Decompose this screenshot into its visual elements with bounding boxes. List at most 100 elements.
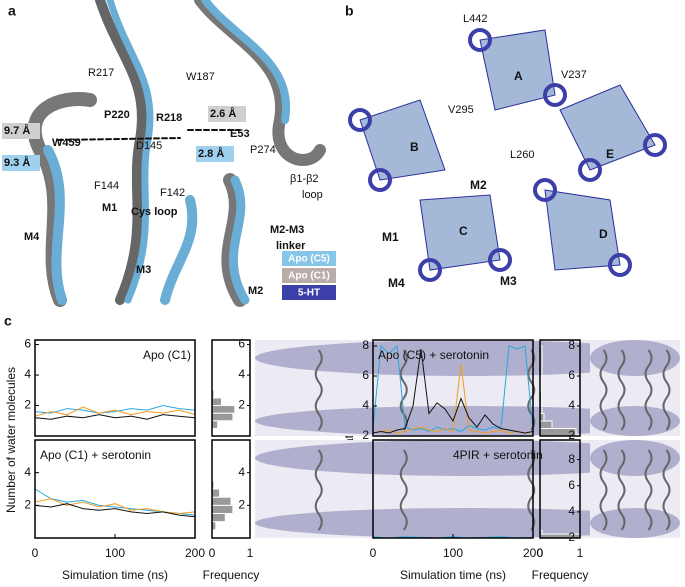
panel-label: a <box>8 3 16 19</box>
y-tick-label: 4 <box>568 398 575 412</box>
structure-b <box>348 28 667 282</box>
snapshot-density <box>255 508 680 538</box>
hist-bar <box>211 513 226 523</box>
residue-label: 9.7 Å <box>4 124 30 137</box>
plot-title: Apo (C5) + serotonin <box>378 348 489 362</box>
hist-frame <box>211 339 251 437</box>
residue-label: V295 <box>448 104 474 116</box>
residue-label: M4 <box>388 276 405 290</box>
hist-bar <box>211 496 232 506</box>
legend-box <box>282 285 336 300</box>
y-tick-label: 2 <box>362 428 369 442</box>
residue-label: A <box>514 69 523 83</box>
snapshot-helix <box>644 349 653 431</box>
snapshot-helix <box>599 349 608 431</box>
hist-bar <box>211 420 219 429</box>
snapshot-density <box>255 440 680 476</box>
residue-label: M1 <box>102 202 117 214</box>
snapshot-density <box>590 406 680 436</box>
y-tick-label: 6 <box>568 478 575 492</box>
legend-label: Apo (C1) <box>288 271 330 282</box>
structure-a <box>27 0 326 307</box>
y-tick-label: 4 <box>568 504 575 518</box>
residue-label: 9.3 Å <box>4 156 30 169</box>
y-tick-label: 4 <box>238 465 245 479</box>
x-axis-label: Simulation time (ns) <box>62 568 168 582</box>
residue-label: D <box>599 227 608 241</box>
hist-frame <box>539 339 581 437</box>
hist-frame <box>211 439 251 539</box>
series-line <box>372 348 534 434</box>
x-axis-label: Simulation time (ns) <box>400 568 506 582</box>
x-tick-label: 0 <box>537 546 544 560</box>
y-tick-label: 2 <box>24 398 31 412</box>
x-tick-label: 0 <box>209 546 216 560</box>
residue-label: L442 <box>463 13 487 25</box>
residue-label: M2-M3 <box>270 224 304 236</box>
residue-label: R217 <box>88 67 114 79</box>
x-tick-label: 1 <box>577 546 584 560</box>
snapshot-helix <box>399 449 408 531</box>
hist-bar <box>211 397 222 407</box>
x-tick-label: 0 <box>32 546 39 560</box>
plot-title: Apo (C1) <box>143 348 191 362</box>
y-tick-label: 4 <box>24 367 31 381</box>
residue-label: M2 <box>470 178 487 192</box>
series-line <box>34 503 196 518</box>
series-line <box>34 405 196 414</box>
y-tick-label: 6 <box>24 337 31 351</box>
residue-label: E53 <box>230 128 250 140</box>
residue-label: loop <box>302 189 323 201</box>
hist-bar <box>211 504 234 515</box>
y-tick-label: 6 <box>568 368 575 382</box>
residue-label: B <box>410 140 419 154</box>
residue-label: M1 <box>382 230 399 244</box>
hist-bar <box>211 488 221 498</box>
y-tick-label: 2 <box>238 398 245 412</box>
snapshot-helix <box>617 449 626 531</box>
label-box <box>2 123 40 139</box>
snapshot-helix <box>314 349 323 431</box>
residue-label: L260 <box>510 149 534 161</box>
snapshot-helix <box>599 449 608 531</box>
residue-label: W187 <box>186 71 215 83</box>
residue-label: Cys loop <box>131 206 178 218</box>
snapshot-density <box>590 508 680 538</box>
residue-label: M4 <box>24 231 40 243</box>
y-axis-label: Number of water molecules <box>4 367 18 513</box>
x-tick-label: 0 <box>370 546 377 560</box>
y-tick-label: 8 <box>362 338 369 352</box>
residue-label: E <box>606 147 614 161</box>
snapshot-density <box>255 340 680 376</box>
y-tick-label: 2 <box>238 498 245 512</box>
snapshot-density <box>590 340 680 376</box>
plot-frame <box>372 339 534 437</box>
legend-box <box>282 268 336 283</box>
residue-label: C <box>459 224 468 238</box>
snapshot-helix <box>662 449 671 531</box>
residue-label: M3 <box>500 274 517 288</box>
plot-title: Apo (C1) + serotonin <box>40 448 151 462</box>
series-line <box>34 406 196 417</box>
y-tick-label: 6 <box>238 337 245 351</box>
residue-label: M2 <box>248 285 263 297</box>
x-tick-label: 100 <box>105 546 125 560</box>
label-box <box>196 146 234 162</box>
snapshot-helix <box>527 349 536 431</box>
snapshot-helix <box>617 349 626 431</box>
legend-label: 5-HT <box>298 288 320 299</box>
x-tick-label: 200 <box>185 546 205 560</box>
panel-label: c <box>4 313 12 329</box>
y-tick-label: 4 <box>362 398 369 412</box>
series-line <box>34 498 196 515</box>
residue-label: P274 <box>250 144 276 156</box>
snapshot-helix <box>644 449 653 531</box>
residue-label: 2.6 Å <box>210 107 236 120</box>
residue-label: R218 <box>156 112 182 124</box>
y-tick-label: 2 <box>568 530 575 544</box>
y-tick-label: 4 <box>238 367 245 381</box>
y-tick-label: 6 <box>362 368 369 382</box>
legend-box <box>282 251 336 266</box>
y-tick-label: 8 <box>568 452 575 466</box>
